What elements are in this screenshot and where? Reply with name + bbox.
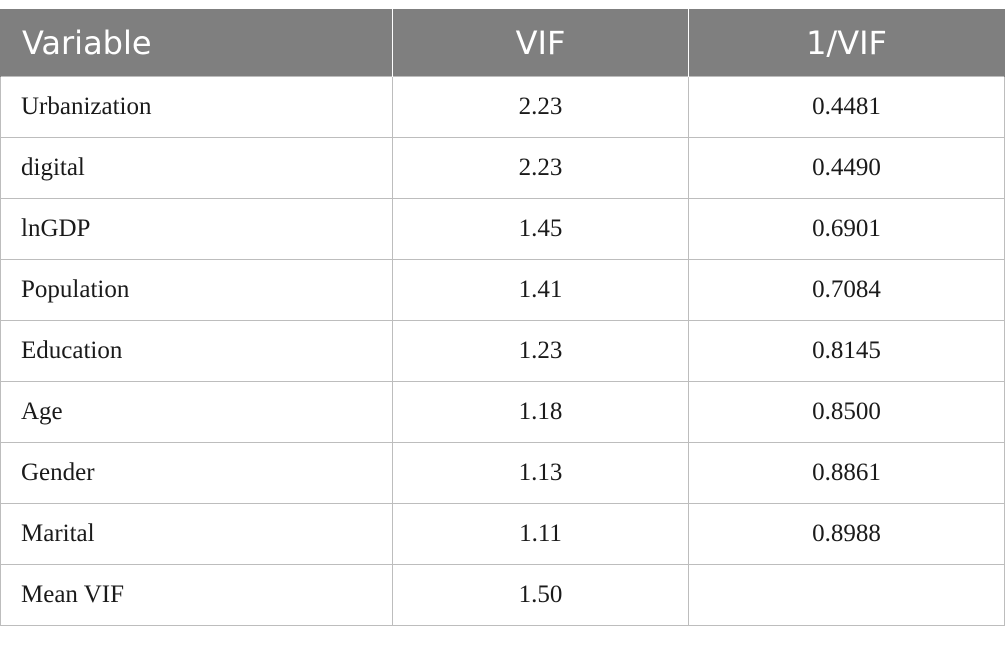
table-row: Education 1.23 0.8145: [0, 320, 1005, 382]
cell-variable: Gender: [0, 442, 393, 504]
cell-vif: 1.45: [392, 198, 689, 260]
table-row: Marital 1.11 0.8988: [0, 503, 1005, 565]
cell-variable: Mean VIF: [0, 564, 393, 626]
cell-variable: Urbanization: [0, 76, 393, 138]
cell-vif: 1.18: [392, 381, 689, 443]
cell-vif: 2.23: [392, 137, 689, 199]
table-row: Urbanization 2.23 0.4481: [0, 76, 1005, 138]
cell-variable: lnGDP: [0, 198, 393, 260]
cell-variable: Population: [0, 259, 393, 321]
header-vif: VIF: [392, 9, 689, 77]
cell-vif: 1.11: [392, 503, 689, 565]
cell-variable: digital: [0, 137, 393, 199]
cell-inverse-vif: 0.8500: [688, 381, 1005, 443]
header-inverse-vif: 1/VIF: [688, 9, 1005, 77]
cell-inverse-vif: 0.4490: [688, 137, 1005, 199]
header-variable: Variable: [0, 9, 393, 77]
cell-inverse-vif: [688, 564, 1005, 626]
table-row-mean: Mean VIF 1.50: [0, 564, 1005, 626]
cell-inverse-vif: 0.7084: [688, 259, 1005, 321]
cell-variable: Education: [0, 320, 393, 382]
cell-inverse-vif: 0.8145: [688, 320, 1005, 382]
table-header: Variable VIF 1/VIF: [0, 9, 1005, 77]
cell-vif: 1.13: [392, 442, 689, 504]
cell-inverse-vif: 0.6901: [688, 198, 1005, 260]
cell-inverse-vif: 0.8988: [688, 503, 1005, 565]
header-row: Variable VIF 1/VIF: [0, 9, 1005, 77]
cell-variable: Marital: [0, 503, 393, 565]
cell-variable: Age: [0, 381, 393, 443]
table-row: digital 2.23 0.4490: [0, 137, 1005, 199]
cell-inverse-vif: 0.8861: [688, 442, 1005, 504]
table-row: Gender 1.13 0.8861: [0, 442, 1005, 504]
cell-vif: 1.23: [392, 320, 689, 382]
table-body: Urbanization 2.23 0.4481 digital 2.23 0.…: [0, 76, 1005, 626]
vif-table: Variable VIF 1/VIF Urbanization 2.23 0.4…: [0, 9, 1005, 626]
cell-vif: 1.41: [392, 259, 689, 321]
table-row: lnGDP 1.45 0.6901: [0, 198, 1005, 260]
table-row: Population 1.41 0.7084: [0, 259, 1005, 321]
table-row: Age 1.18 0.8500: [0, 381, 1005, 443]
cell-vif: 2.23: [392, 76, 689, 138]
cell-inverse-vif: 0.4481: [688, 76, 1005, 138]
cell-vif: 1.50: [392, 564, 689, 626]
